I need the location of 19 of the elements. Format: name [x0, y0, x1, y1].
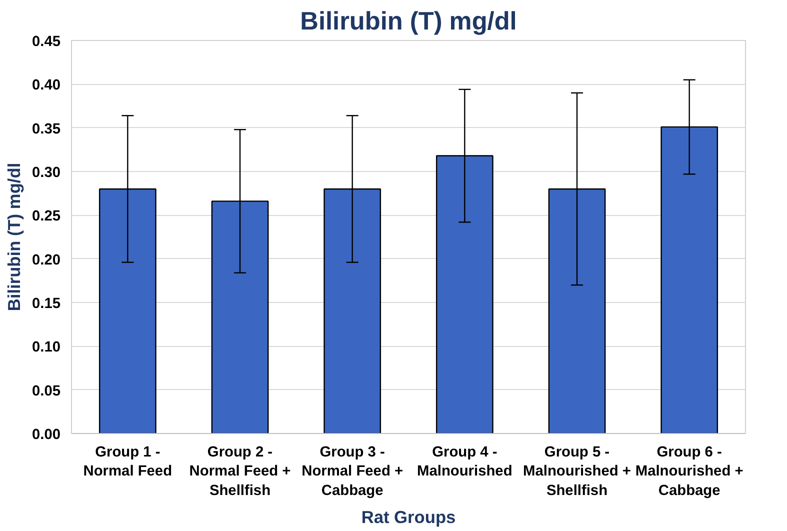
y-tick-label: 0.35: [32, 121, 61, 138]
y-tick-label: 0.20: [32, 252, 61, 268]
x-axis-title: Rat Groups: [361, 506, 456, 527]
x-tick-label: Group 2 - Normal Feed + Shellfish: [189, 444, 291, 499]
y-tick-label: 0.15: [32, 296, 61, 312]
y-tick-label: 0.00: [32, 427, 61, 443]
y-tick-label: 0.10: [32, 340, 61, 356]
y-axis-title: Bilirubin (T) mg/dl: [4, 162, 24, 312]
x-tick-label: Group 3 - Normal Feed + Cabbage: [302, 444, 404, 499]
chart-title: Bilirubin (T) mg/dl: [300, 8, 517, 36]
y-tick-label: 0.25: [32, 208, 61, 225]
y-tick-label: 0.40: [32, 78, 61, 94]
x-tick-label: Group 1 - Normal Feed: [83, 444, 172, 480]
y-tick-label: 0.30: [32, 165, 61, 181]
x-tick-label: Group 6 - Malnourished + Cabbage: [635, 444, 744, 499]
x-tick-label: Group 5 - Malnourished + Shellfish: [523, 444, 631, 499]
y-tick-label: 0.45: [32, 34, 61, 50]
x-tick-label: Group 4 - Malnourished: [417, 444, 512, 480]
y-tick-label: 0.05: [32, 383, 61, 400]
